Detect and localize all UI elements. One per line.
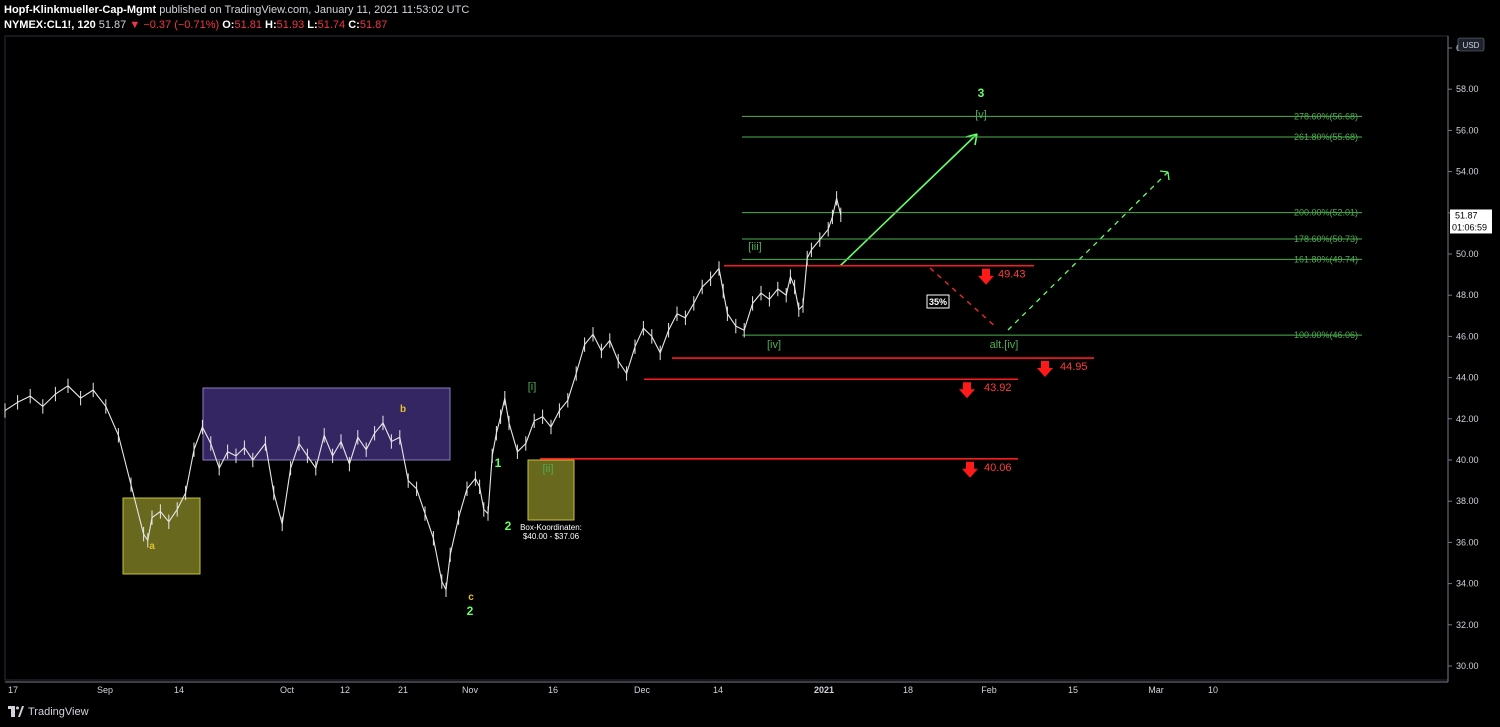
wave-label: a (149, 541, 155, 552)
y-tick-label: 48.00 (1456, 290, 1479, 300)
alt-wave-dashed-up (1007, 171, 1169, 331)
box-note-line: Box-Koordinaten: (520, 523, 582, 532)
wave-label: 1 (495, 456, 502, 470)
stop-level-label: 40.06 (984, 462, 1012, 474)
last-price: 51.87 (98, 19, 127, 31)
x-tick-label: Feb (981, 685, 997, 695)
wave3-arrow-line (839, 133, 978, 267)
x-tick-label: 2021 (814, 685, 834, 695)
wave-label: [i] (528, 381, 537, 393)
symbol-info: NYMEX:CL1!, 120 51.87 ▼ −0.37 (−0.71%) O… (4, 19, 387, 31)
x-tick-label: 10 (1208, 685, 1218, 695)
x-tick-label: Oct (280, 685, 295, 695)
fib-level-label: 178.60%(50.73) (1294, 234, 1358, 244)
wave-label: b (400, 404, 406, 415)
y-tick-label: 50.00 (1456, 249, 1479, 259)
x-tick-label: 14 (174, 685, 184, 695)
price-change: −0.37 (−0.71%) (143, 19, 220, 31)
open-value: 51.81 (234, 19, 262, 31)
high-label: H: (265, 19, 277, 31)
y-tick-label: 54.00 (1456, 167, 1479, 177)
wave-label: c (468, 592, 474, 603)
low-value: 51.74 (317, 19, 346, 31)
fib-level-label: 278.60%(56.68) (1294, 111, 1358, 121)
alt-wave-dashed-down (929, 267, 998, 329)
x-tick-label: 18 (903, 685, 913, 695)
publish-info: Hopf-Klinkmueller-Cap-Mgmt published on … (4, 4, 469, 16)
y-tick-label: 44.00 (1456, 373, 1479, 383)
price-series-line[interactable] (4, 197, 842, 591)
down-arrow-icon: ▼ (129, 19, 141, 31)
axis-unit-badge[interactable] (1457, 37, 1485, 52)
yellow-box-a (122, 497, 201, 575)
fib-level-label: 161.80%(49.74) (1294, 254, 1358, 264)
down-arrow-icon (962, 461, 978, 478)
x-tick-label: Mar (1148, 685, 1164, 695)
wave-label: [ii] (543, 463, 554, 475)
symbol-label: NYMEX:CL1!, 120 (4, 19, 96, 31)
y-tick-label: 32.00 (1456, 620, 1479, 630)
x-tick-label: 15 (1068, 685, 1078, 695)
y-tick-label: 36.00 (1456, 537, 1479, 547)
price-chart[interactable]: 278.60%(56.68) 261.80%(55.68) 200.00%(52.0… (0, 0, 1500, 700)
x-tick-label: 12 (340, 685, 350, 695)
countdown-tag-text: 01:06:59 (1452, 222, 1487, 232)
high-value: 51.93 (276, 19, 305, 31)
x-tick-label: 17 (8, 685, 18, 695)
axis-unit-label: USD (1463, 41, 1480, 50)
box-note-line: $40.00 - $37.06 (523, 532, 580, 541)
close-value: 51.87 (359, 19, 388, 31)
x-tick-label: 14 (713, 685, 723, 695)
y-tick-label: 58.00 (1456, 84, 1479, 94)
down-arrow-icon (1037, 361, 1053, 378)
y-tick-label: 40.00 (1456, 455, 1479, 465)
footer-brand: TradingView (28, 706, 89, 718)
y-tick-label: 42.00 (1456, 414, 1479, 424)
x-tick-label: 16 (548, 685, 558, 695)
wave-label: alt.[iv] (990, 339, 1019, 351)
y-tick-label: 56.00 (1456, 125, 1479, 135)
down-arrow-icon (978, 268, 994, 285)
stop-level-label: 43.92 (984, 382, 1012, 394)
down-arrow-icon (959, 382, 975, 399)
close-label: C: (348, 19, 360, 31)
low-label: L: (307, 19, 318, 31)
countdown-tag (1450, 221, 1492, 234)
open-label: O: (222, 19, 235, 31)
y-tick-label: 46.00 (1456, 331, 1479, 341)
stop-level-label: 44.95 (1060, 361, 1088, 373)
alt-wave-arrow-head (1159, 170, 1170, 181)
fib-level-label: 200.00%(52.01) (1294, 208, 1358, 218)
y-tick-label: 38.00 (1456, 496, 1479, 506)
wave-label: 2 (505, 519, 512, 533)
x-tick-label: 21 (398, 685, 408, 695)
last-price-tag (1450, 209, 1492, 222)
wave-label: 2 (467, 604, 474, 618)
wave-label: [v] (975, 109, 987, 121)
x-tick-label: Sep (97, 685, 113, 695)
footer: TradingView (8, 706, 89, 718)
publisher-name: Hopf-Klinkmueller-Cap-Mgmt (4, 4, 157, 16)
fib-level-label: 261.80%(55.68) (1294, 132, 1358, 142)
tradingview-logo-icon (8, 706, 24, 717)
x-tick-label: Nov (462, 685, 479, 695)
last-price-tag-text: 51.87 (1455, 210, 1478, 220)
percent-badge-text: 35% (929, 297, 947, 307)
percent-badge (926, 294, 950, 309)
wave-label: [iv] (767, 339, 781, 351)
stop-level-label: 49.43 (998, 269, 1026, 281)
y-tick-label: 30.00 (1456, 661, 1479, 671)
purple-box (202, 387, 451, 461)
published-text: published on TradingView.com, January 11… (159, 4, 470, 16)
yellow-box-ii (527, 459, 575, 521)
fib-level-label: 100.00%(46.06) (1294, 330, 1358, 340)
x-tick-label: Dec (634, 685, 651, 695)
wave-label: [iii] (748, 241, 761, 253)
y-tick-label: 34.00 (1456, 579, 1479, 589)
wave-label: 3 (978, 86, 985, 100)
